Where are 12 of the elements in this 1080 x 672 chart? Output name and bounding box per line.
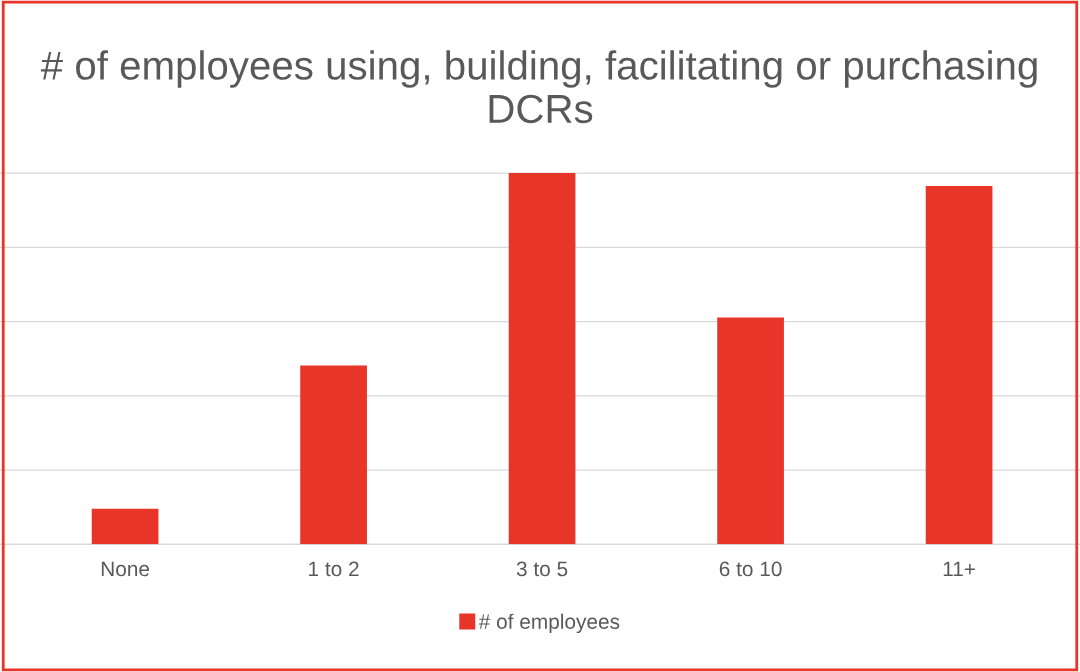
x-tick-label: 3 to 5 [516, 561, 568, 577]
chart-title: # of employees using, building, facilitating or purchasing DCRs [40, 50, 1037, 124]
bar [91, 508, 159, 545]
bar [717, 317, 784, 545]
bar [508, 173, 576, 545]
bar [925, 186, 993, 545]
bar [300, 365, 367, 545]
legend-label: # of employees [478, 613, 620, 634]
x-tick-label: None [101, 561, 150, 577]
x-tick-label: 1 to 2 [309, 561, 359, 577]
x-tick-label: 6 to 10 [719, 561, 782, 577]
x-tick-label: 11+ [943, 561, 975, 577]
